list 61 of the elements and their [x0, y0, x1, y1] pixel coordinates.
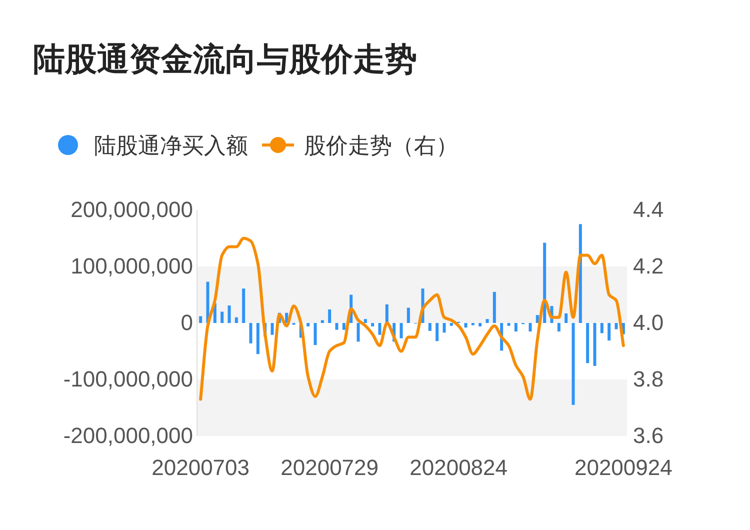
- bar: [364, 319, 367, 323]
- bar: [536, 315, 539, 323]
- y-tick-label: 200,000,000: [70, 197, 193, 222]
- x-tick-label: 20200824: [410, 455, 508, 480]
- x-tick-label: 20200924: [574, 455, 672, 480]
- bar: [608, 323, 611, 341]
- y2-tick-label: 4.4: [633, 197, 664, 222]
- bar: [614, 323, 618, 330]
- bar: [342, 323, 346, 330]
- legend-label: 股价走势（右）: [304, 133, 458, 158]
- bar: [492, 292, 496, 323]
- bar: [543, 242, 546, 323]
- y2-tick-label: 3.6: [633, 423, 664, 448]
- bar: [335, 323, 338, 330]
- bar: [378, 323, 382, 335]
- bar: [486, 319, 489, 323]
- bar: [450, 323, 453, 326]
- y-tick-label: 0: [180, 310, 193, 335]
- bar: [593, 323, 596, 366]
- line-series: [199, 236, 625, 401]
- bar: [528, 323, 532, 332]
- bar: [270, 323, 274, 335]
- y-tick-label: -100,000,000: [63, 366, 193, 392]
- bar: [234, 317, 238, 323]
- bar: [600, 323, 604, 334]
- x-tick-label: 20200703: [152, 455, 250, 480]
- bar: [478, 323, 482, 326]
- bar: [572, 323, 575, 405]
- bar: [356, 323, 360, 342]
- bar: [249, 323, 252, 344]
- y2-tick-label: 4.2: [633, 254, 664, 278]
- bar: [578, 224, 582, 323]
- bar: [442, 323, 446, 333]
- bar: [557, 323, 560, 332]
- bar: [436, 323, 439, 342]
- bar: [306, 323, 310, 326]
- bar: [507, 323, 510, 326]
- bar: [428, 323, 432, 331]
- bar: [385, 304, 388, 323]
- chart-title: 陆股通资金流向与股价走势: [33, 41, 417, 77]
- y2-tick-label: 4.0: [633, 310, 664, 335]
- bar: [328, 309, 332, 323]
- bar: [228, 305, 231, 323]
- bar: [314, 323, 317, 346]
- bar: [406, 308, 410, 323]
- bar: [400, 323, 403, 338]
- bar: [586, 323, 590, 364]
- bar: [371, 323, 374, 326]
- bar: [514, 323, 518, 332]
- y-tick-label: 100,000,000: [70, 254, 193, 278]
- bar: [564, 313, 568, 323]
- bar: [320, 320, 324, 323]
- bar: [242, 288, 246, 323]
- bar: [464, 323, 468, 328]
- legend-label: 陆股通净买入额: [94, 133, 248, 158]
- x-tick-label: 20200729: [280, 455, 379, 480]
- y2-tick-label: 3.8: [633, 366, 664, 392]
- bar: [220, 312, 224, 323]
- bar: [256, 323, 260, 354]
- bar: [199, 316, 202, 323]
- y-tick-label: -200,000,000: [63, 423, 193, 448]
